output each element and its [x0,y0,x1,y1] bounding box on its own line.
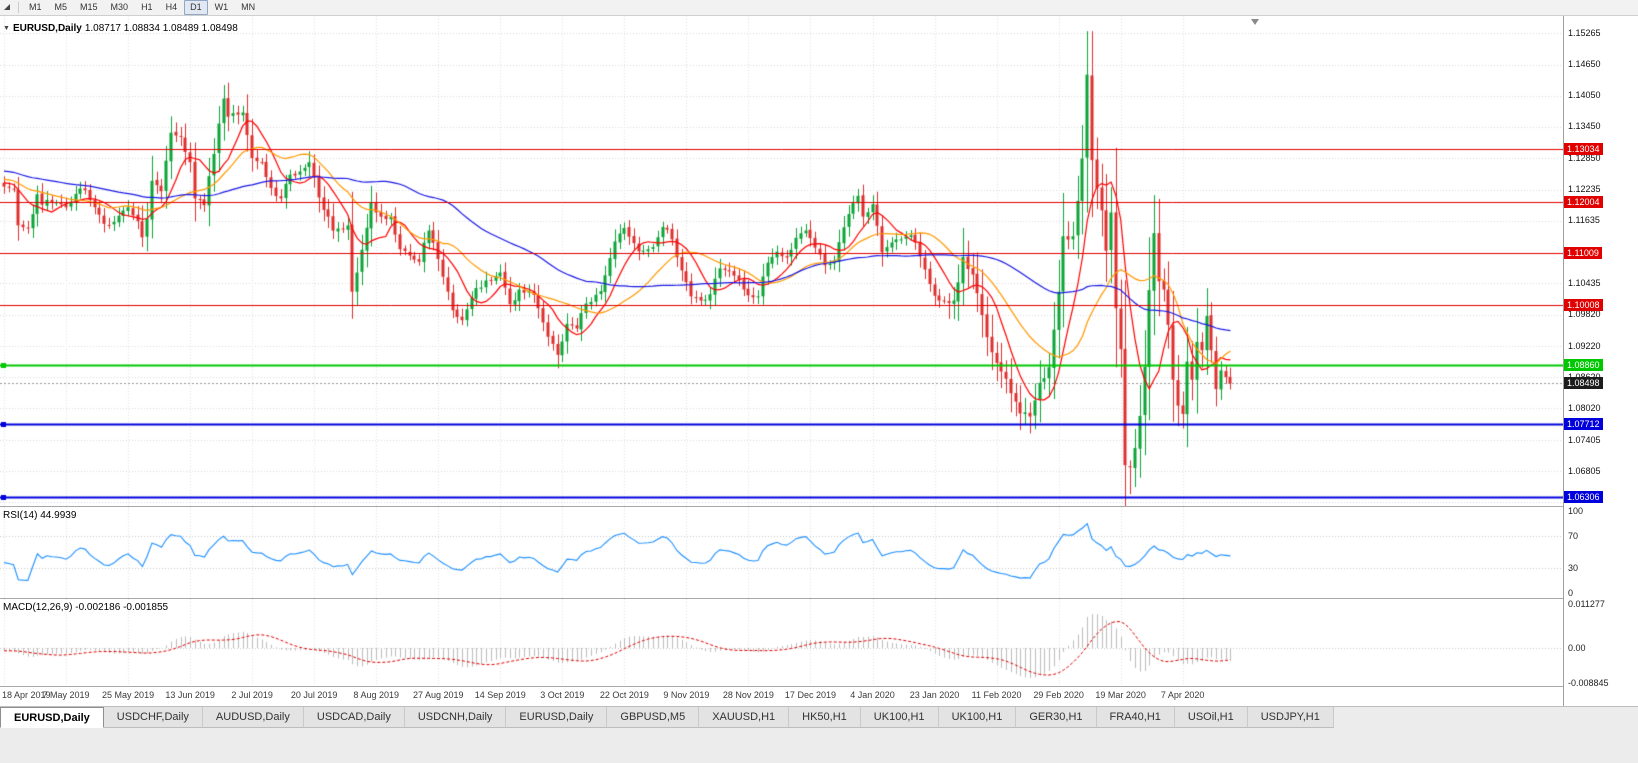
hline-price-badge-red: 1.13034 [1564,142,1603,155]
timeframe-button-d1[interactable]: D1 [184,0,208,15]
pane-splitter-rsi-macd[interactable] [0,598,1638,599]
pane-splitter-macd-dates[interactable] [0,686,1638,687]
chart-tab-usdcad-daily[interactable]: USDCAD,Daily [303,707,405,728]
hline-price-badge-red: 1.10008 [1564,299,1603,312]
chart-tab-usdchf-daily[interactable]: USDCHF,Daily [103,707,203,728]
rsi-scale-label: 70 [1568,530,1579,541]
date-axis-label: 4 Jan 2020 [850,690,895,700]
hline-price-badge-red: 1.12004 [1564,195,1603,208]
date-axis-label: 20 Jul 2019 [290,690,338,700]
price-scale-label: 1.13450 [1568,121,1601,132]
price-scale-label: 1.07405 [1568,434,1601,445]
price-scale[interactable]: 1.15265 1.14650 1.14050 1.13450 1.12850 1.122… [1563,16,1638,706]
timeframe-button-w1[interactable]: W1 [214,2,229,12]
chart-tab-uk100-h1[interactable]: UK100,H1 [938,707,1017,728]
rsi-canvas[interactable] [0,507,1563,598]
price-scale-label: 1.12235 [1568,184,1601,195]
date-axis-label: 11 Feb 2020 [971,690,1022,700]
macd-scale-label: -0.008845 [1568,677,1609,688]
toolbar-grip-icon [4,3,10,10]
chart-tab-hk50-h1[interactable]: HK50,H1 [789,707,861,728]
pane-splitter-main-rsi[interactable] [0,506,1638,507]
timeframe-button-mn[interactable]: MN [241,2,256,12]
date-axis-label: 29 Feb 2020 [1033,690,1084,700]
date-axis[interactable]: 18 Apr 2019 7 May 2019 25 May 2019 13 Jun 2… [0,687,1563,706]
date-axis-label: 8 Aug 2019 [353,690,399,700]
date-axis-label: 28 Nov 2019 [722,690,774,700]
price-scale-label: 1.08620 [1568,372,1601,382]
date-axis-label: 3 Oct 2019 [540,690,585,700]
rsi-scale-label: 0 [1568,588,1574,598]
chart-tab-uk100-h1[interactable]: UK100,H1 [860,707,939,728]
chart-tab-gbpusd-m5[interactable]: GBPUSD,M5 [607,707,700,728]
chart-tab-bar: EURUSD,Daily USDCHF,Daily AUDUSD,Daily USDC… [0,706,1638,763]
timeframe-buttons: M1 M5 M15 M30 H1 H4 D1 W1 MN [23,0,261,15]
hline-price-badge-blue: 1.07712 [1564,418,1603,431]
chart-title: ▼ EURUSD,Daily 1.08717 1.08834 1.08489 1… [3,23,238,34]
macd-scale-label: 0.00 [1568,642,1586,653]
timeframe-button-m5[interactable]: M5 [54,2,68,12]
chart-tab-eurusd-daily[interactable]: EURUSD,Daily [0,707,104,728]
date-axis-label: 14 Sep 2019 [474,690,526,700]
chart-tab-ger30-h1[interactable]: GER30,H1 [1016,707,1097,728]
macd-pane-label: MACD(12,26,9) -0.002186 -0.001855 [3,602,169,613]
timeframe-button-h1[interactable]: H1 [141,2,153,12]
chart-ohlc-values: 1.08717 1.08834 1.08489 1.08498 [84,23,238,34]
chart-tab-fra40-h1[interactable]: FRA40,H1 [1096,707,1175,728]
rsi-scale-label: 30 [1568,563,1579,574]
price-scale-label: 1.15265 [1568,27,1601,38]
date-axis-label: 27 Aug 2019 [412,690,464,700]
price-scale-label: 1.14650 [1568,59,1601,70]
price-scale-label: 1.14050 [1568,90,1601,101]
price-scale-label: 1.09220 [1568,340,1601,351]
date-axis-label: 7 Apr 2020 [1160,690,1205,700]
price-scale-label: 1.09820 [1568,309,1601,320]
date-axis-label: 18 Apr 2019 [2,690,51,700]
date-axis-label: 7 May 2019 [42,690,90,700]
date-axis-label: 2 Jul 2019 [231,690,273,700]
hline-price-badge-green: 1.08860 [1564,358,1603,371]
date-axis-label: 9 Nov 2019 [663,690,710,700]
toolbar-separator [18,2,19,13]
timeframe-button-h4[interactable]: H4 [165,2,178,12]
price-scale-label: 1.06805 [1568,465,1601,476]
bid-price-badge: 1.08498 [1564,377,1603,390]
date-axis-label: 13 Jun 2019 [165,690,215,700]
price-scale-label: 1.12850 [1568,152,1601,163]
price-scale-label: 1.10435 [1568,277,1601,288]
rsi-scale-label: 100 [1568,506,1584,516]
chart-title-dropdown-icon[interactable]: ▼ [3,24,10,32]
date-axis-label: 19 Mar 2020 [1095,690,1146,700]
chart-symbol-label: EURUSD,Daily [12,23,82,34]
timeframe-button-m30[interactable]: M30 [110,2,129,12]
price-scale-label: 1.11635 [1568,215,1600,226]
rsi-pane-label: RSI(14) 44.9939 [3,510,77,521]
chart-tab-eurusd-daily[interactable]: EURUSD,Daily [506,707,608,728]
date-axis-label: 22 Oct 2019 [599,690,649,700]
chart-tab-usdcnh-daily[interactable]: USDCNH,Daily [404,707,507,728]
timeframe-button-m15[interactable]: M15 [80,2,98,12]
macd-canvas[interactable] [0,599,1563,686]
price-scale-label: 1.08020 [1568,402,1601,413]
chart-tab-audusd-daily[interactable]: AUDUSD,Daily [202,707,304,728]
chart-tab-xauusd-h1[interactable]: XAUUSD,H1 [699,707,790,728]
chart-tab-usdjpy-h1[interactable]: USDJPY,H1 [1247,707,1334,728]
timeframe-toolbar: M1 M5 M15 M30 H1 H4 D1 W1 MN [0,0,1638,16]
date-axis-label: 23 Jan 2020 [909,690,960,700]
date-axis-label: 25 May 2019 [102,690,155,700]
macd-scale-label: 0.011277 [1568,598,1605,609]
date-axis-label: 17 Dec 2019 [784,690,836,700]
hline-price-badge-blue: 1.06306 [1564,490,1603,503]
chart-shift-marker-icon[interactable] [1251,19,1259,25]
main-chart-canvas[interactable] [0,16,1563,506]
timeframe-button-m1[interactable]: M1 [29,2,42,12]
hline-price-badge-red: 1.11009 [1564,247,1602,260]
chart-tab-usoil-h1[interactable]: USOil,H1 [1174,707,1248,728]
